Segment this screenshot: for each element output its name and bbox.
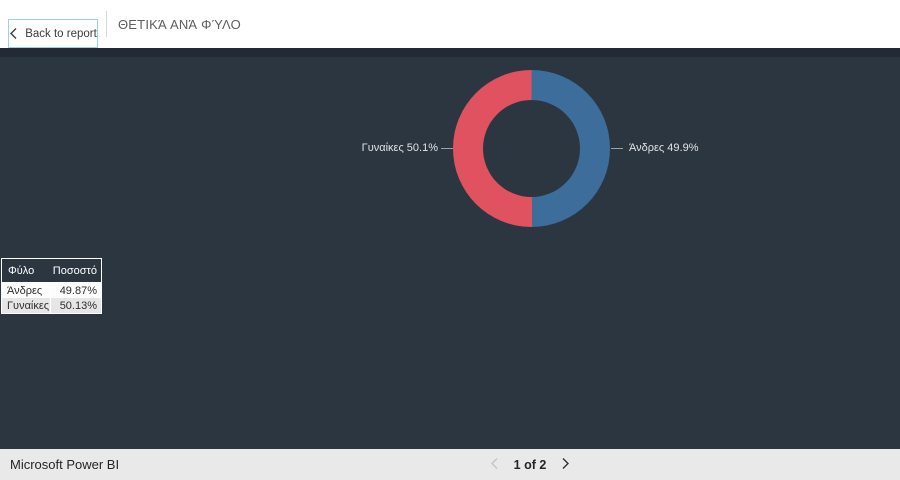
- chevron-left-icon: [9, 27, 18, 40]
- top-bar: Back to report ΘΕΤΙΚΆ ΑΝΆ ΦΎΛΟ: [0, 0, 900, 48]
- donut-label-women: Γυναίκες 50.1%: [361, 142, 438, 154]
- footer-bar: Microsoft Power BI 1 of 2: [0, 449, 900, 480]
- chevron-left-icon: [490, 457, 499, 473]
- donut-hole: [483, 100, 580, 197]
- table-row: Άνδρες 49.87%: [2, 283, 101, 298]
- donut-leader-line-right: [611, 148, 623, 149]
- table-row: Γυναίκες 50.13%: [2, 298, 101, 313]
- table-cell-gender: Γυναίκες: [7, 299, 50, 312]
- table-header-percentage: Ποσοστό: [52, 264, 97, 277]
- back-to-report-label: Back to report: [25, 27, 97, 40]
- report-canvas: Γυναίκες 50.1% Άνδρες 49.9% Φύλο Ποσοστό…: [0, 48, 900, 449]
- table-cell-percentage: 49.87%: [50, 283, 101, 298]
- next-page-button[interactable]: [561, 457, 570, 473]
- canvas-top-shadow: [0, 48, 900, 57]
- table-header-gender: Φύλο: [8, 264, 35, 277]
- table-header-row: Φύλο Ποσοστό: [2, 259, 101, 283]
- gender-percentage-table: Φύλο Ποσοστό Άνδρες 49.87% Γυναίκες 50.1…: [1, 258, 102, 314]
- topbar-divider: [106, 11, 107, 37]
- page-title: ΘΕΤΙΚΆ ΑΝΆ ΦΎΛΟ: [118, 16, 241, 32]
- table-cell-gender: Άνδρες: [7, 284, 43, 297]
- table-cell-percentage: 50.13%: [50, 298, 101, 313]
- powerbi-brand-link[interactable]: Microsoft Power BI: [10, 457, 120, 472]
- page-indicator: 1 of 2: [513, 457, 547, 472]
- donut-leader-line-left: [441, 148, 453, 149]
- donut-chart[interactable]: [453, 70, 610, 227]
- donut-label-men: Άνδρες 49.9%: [629, 142, 699, 154]
- page-navigation: 1 of 2: [478, 449, 582, 480]
- previous-page-button[interactable]: [490, 457, 499, 473]
- back-to-report-button[interactable]: Back to report: [8, 19, 98, 48]
- chevron-right-icon: [561, 457, 570, 473]
